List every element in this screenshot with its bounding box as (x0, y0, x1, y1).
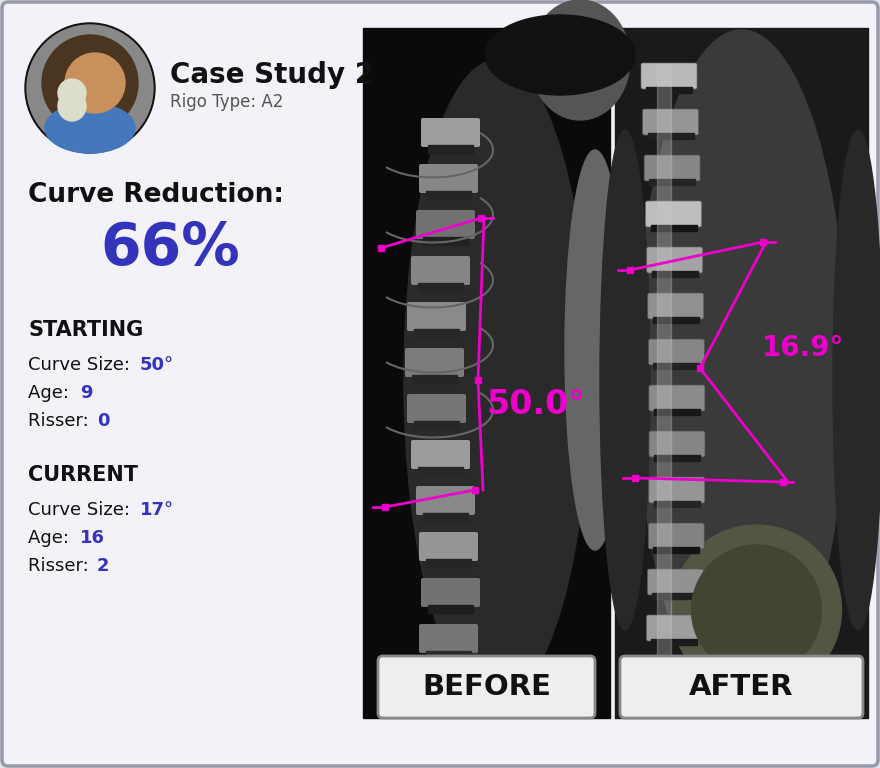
Text: Curve Size:: Curve Size: (28, 501, 136, 519)
Bar (653, 317, 699, 323)
Bar (652, 271, 698, 277)
Ellipse shape (833, 130, 880, 630)
FancyBboxPatch shape (648, 293, 704, 319)
FancyBboxPatch shape (416, 670, 475, 699)
FancyBboxPatch shape (411, 256, 470, 285)
Bar (426, 651, 471, 659)
Text: Age:: Age: (28, 529, 75, 547)
FancyBboxPatch shape (649, 523, 704, 549)
Text: Curve Size:: Curve Size: (28, 356, 136, 374)
Bar (652, 593, 699, 599)
Text: 9: 9 (80, 384, 92, 402)
FancyBboxPatch shape (649, 477, 705, 503)
Text: 16: 16 (80, 529, 105, 547)
Bar (363, 28, 610, 718)
FancyBboxPatch shape (407, 302, 466, 331)
Ellipse shape (530, 0, 630, 120)
Text: 50.0°: 50.0° (486, 389, 585, 422)
Ellipse shape (485, 15, 635, 95)
Bar (412, 375, 457, 383)
Bar (426, 191, 471, 199)
Circle shape (692, 545, 822, 675)
Bar (428, 605, 473, 613)
Bar (654, 363, 700, 369)
Text: 16.9°: 16.9° (762, 334, 845, 362)
Text: CURRENT: CURRENT (28, 465, 138, 485)
Text: 0: 0 (97, 412, 109, 430)
Bar (414, 421, 459, 429)
Bar (650, 225, 696, 231)
Text: Curve Reduction:: Curve Reduction: (28, 182, 284, 208)
FancyBboxPatch shape (646, 201, 701, 227)
Circle shape (42, 35, 138, 131)
Ellipse shape (45, 103, 135, 153)
Bar (648, 133, 693, 139)
Bar (654, 501, 700, 507)
Ellipse shape (636, 30, 847, 710)
Bar (428, 145, 473, 153)
Bar (418, 467, 463, 475)
Text: 17°: 17° (140, 501, 174, 519)
Text: BEFORE: BEFORE (422, 673, 551, 701)
Bar (653, 547, 700, 553)
Ellipse shape (404, 60, 589, 700)
FancyBboxPatch shape (649, 385, 705, 411)
FancyBboxPatch shape (620, 656, 863, 718)
FancyBboxPatch shape (419, 624, 478, 653)
FancyBboxPatch shape (419, 532, 478, 561)
Bar (423, 237, 468, 245)
FancyBboxPatch shape (378, 656, 595, 718)
Text: 2: 2 (97, 557, 109, 575)
Bar (418, 283, 463, 291)
FancyBboxPatch shape (641, 63, 697, 89)
Bar (657, 65, 671, 665)
Bar (651, 639, 698, 645)
FancyBboxPatch shape (648, 569, 703, 595)
Ellipse shape (565, 150, 625, 550)
Circle shape (25, 23, 155, 153)
Bar (654, 409, 700, 415)
Ellipse shape (600, 130, 650, 630)
FancyBboxPatch shape (405, 348, 464, 377)
Bar (646, 87, 692, 93)
FancyBboxPatch shape (411, 440, 470, 469)
Bar (650, 685, 696, 691)
Bar (426, 559, 471, 567)
FancyBboxPatch shape (647, 615, 702, 641)
Circle shape (65, 53, 125, 113)
Text: Risser:: Risser: (28, 557, 94, 575)
Text: 50°: 50° (140, 356, 174, 374)
Text: Case Study 2: Case Study 2 (170, 61, 374, 89)
FancyBboxPatch shape (419, 164, 478, 193)
FancyBboxPatch shape (644, 155, 700, 181)
FancyBboxPatch shape (407, 394, 466, 423)
Bar (414, 329, 459, 337)
Circle shape (27, 25, 153, 151)
FancyBboxPatch shape (649, 339, 705, 365)
FancyBboxPatch shape (421, 118, 480, 147)
Bar (654, 455, 700, 461)
FancyBboxPatch shape (416, 486, 475, 515)
FancyBboxPatch shape (649, 431, 705, 457)
Bar (423, 513, 468, 521)
Circle shape (671, 525, 841, 695)
Text: Rigo Type: A2: Rigo Type: A2 (170, 93, 283, 111)
Bar (423, 697, 468, 705)
Text: Age:: Age: (28, 384, 75, 402)
Text: AFTER: AFTER (689, 673, 794, 701)
Bar (615, 28, 868, 718)
FancyBboxPatch shape (416, 210, 475, 239)
Text: STARTING: STARTING (28, 320, 143, 340)
Ellipse shape (58, 91, 86, 121)
FancyBboxPatch shape (642, 109, 699, 135)
Text: 66%: 66% (100, 220, 240, 276)
FancyBboxPatch shape (421, 578, 480, 607)
Bar (649, 179, 695, 185)
FancyBboxPatch shape (647, 247, 703, 273)
Text: Risser:: Risser: (28, 412, 94, 430)
Circle shape (58, 79, 86, 107)
FancyBboxPatch shape (645, 661, 701, 687)
